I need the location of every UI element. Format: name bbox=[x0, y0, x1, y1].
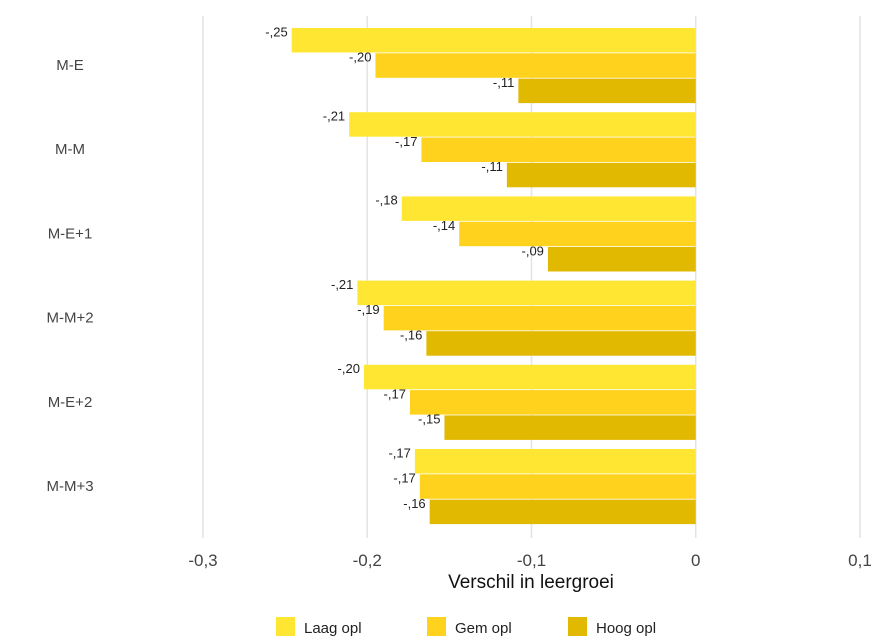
x-tick-label: 0,1 bbox=[848, 551, 872, 570]
category-label: M-M bbox=[55, 141, 85, 158]
data-label: -,15 bbox=[418, 412, 440, 427]
legend-swatch bbox=[568, 617, 587, 636]
bar bbox=[429, 499, 696, 525]
bar bbox=[375, 53, 696, 78]
bar bbox=[459, 221, 696, 247]
legend-label: Laag opl bbox=[304, 620, 362, 637]
bar bbox=[547, 247, 696, 272]
bar bbox=[349, 112, 696, 137]
category-label: M-M+2 bbox=[46, 310, 93, 327]
legend-label: Hoog opl bbox=[596, 620, 656, 637]
legend-label: Gem opl bbox=[455, 620, 512, 637]
data-label: -,21 bbox=[323, 108, 345, 123]
category-label: M-E+2 bbox=[48, 394, 93, 411]
bar bbox=[444, 415, 696, 440]
data-label: -,11 bbox=[481, 159, 502, 174]
data-label: -,20 bbox=[338, 361, 360, 376]
bar bbox=[291, 28, 696, 53]
data-label: -,17 bbox=[393, 471, 415, 486]
bar bbox=[426, 331, 696, 356]
bar bbox=[421, 137, 696, 162]
data-label: -,14 bbox=[433, 218, 455, 233]
x-tick-label: -0,2 bbox=[353, 551, 382, 570]
bar bbox=[401, 196, 696, 221]
bar bbox=[518, 78, 696, 104]
bar bbox=[363, 364, 696, 390]
data-label: -,25 bbox=[265, 24, 287, 39]
data-label: -,16 bbox=[403, 496, 425, 511]
category-label: M-M+3 bbox=[46, 478, 93, 495]
data-label: -,17 bbox=[384, 386, 406, 401]
data-label: -,18 bbox=[375, 193, 397, 208]
data-label: -,09 bbox=[522, 243, 544, 258]
data-label: -,16 bbox=[400, 327, 422, 342]
x-tick-label: 0 bbox=[691, 551, 700, 570]
category-label: M-E+1 bbox=[48, 225, 93, 242]
data-label: -,21 bbox=[331, 277, 353, 292]
data-label: -,17 bbox=[388, 445, 410, 460]
legend-swatch bbox=[427, 617, 446, 636]
bar bbox=[506, 162, 696, 188]
category-label: M-E bbox=[56, 57, 84, 74]
bar bbox=[419, 474, 696, 499]
data-label: -,17 bbox=[395, 134, 417, 149]
data-label: -,19 bbox=[357, 302, 379, 317]
x-axis-title: Verschil in leergroei bbox=[448, 572, 614, 593]
bar bbox=[409, 390, 696, 415]
data-label: -,11 bbox=[493, 75, 514, 90]
x-tick-label: -0,1 bbox=[517, 551, 546, 570]
bar bbox=[414, 449, 696, 474]
x-tick-label: -0,3 bbox=[188, 551, 217, 570]
legend-swatch bbox=[276, 617, 295, 636]
data-label: -,20 bbox=[349, 50, 371, 65]
bar bbox=[357, 280, 696, 306]
bar bbox=[383, 305, 696, 331]
